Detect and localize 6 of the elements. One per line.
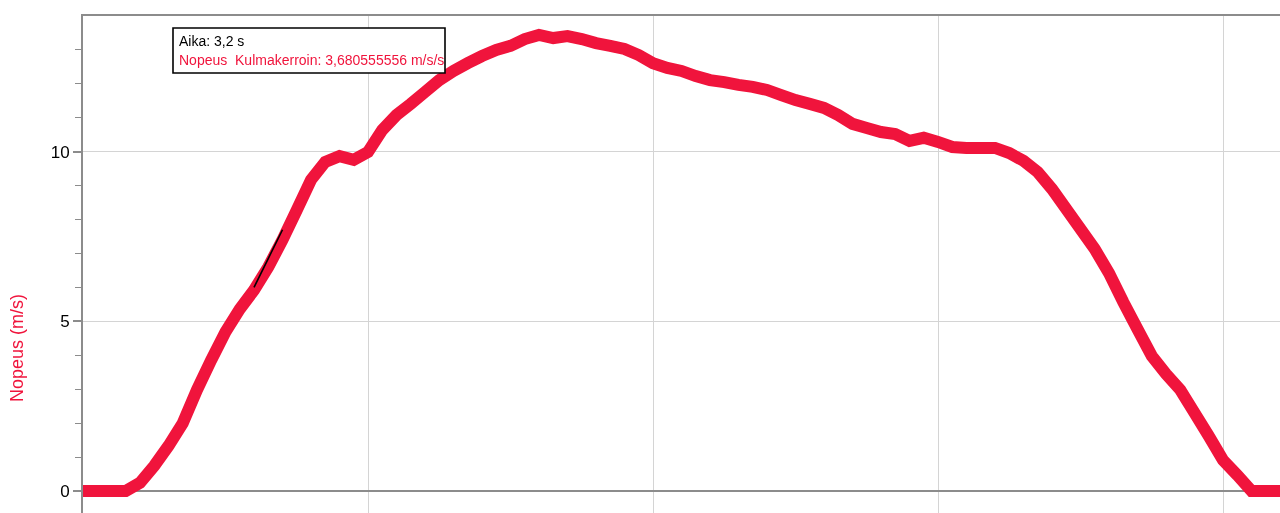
annotation: Aika: 3,2 s: [179, 33, 245, 49]
y-tick-label: 10: [50, 142, 70, 162]
annotation: Nopeus Kulmakerroin: 3,680555556 m/s/s: [179, 52, 445, 68]
y-tick-label: 5: [60, 312, 70, 332]
y-tick-label: 0: [60, 481, 70, 501]
y-axis-title: Nopeus (m/s): [7, 293, 27, 402]
